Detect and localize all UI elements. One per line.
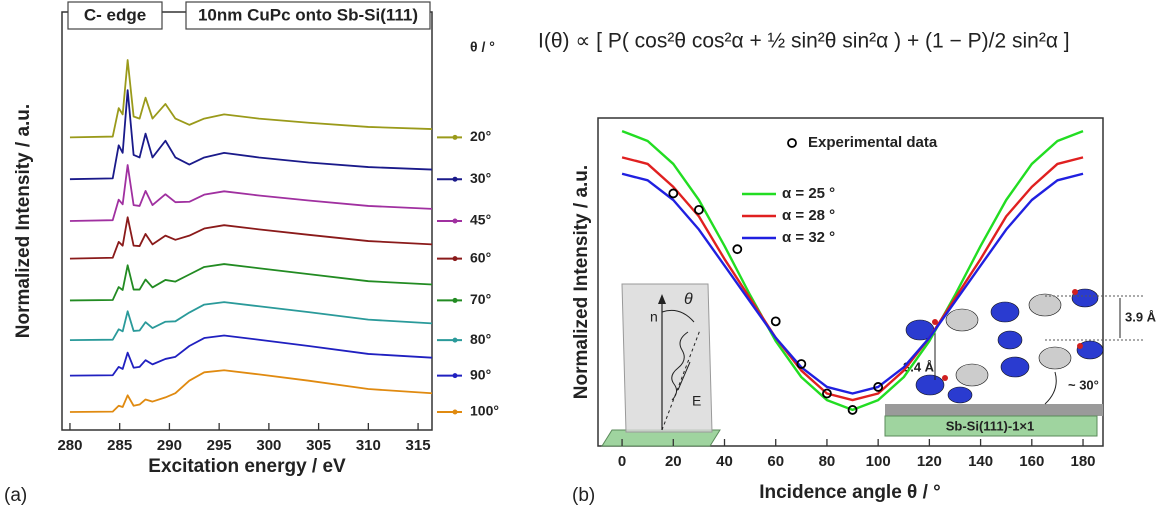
x-tick-label: 290 [157,437,182,454]
legend-label: 45° [470,212,491,228]
angle-label: θ [684,291,693,308]
formula: I(θ) ∝ [ P( cos²θ cos²α + ½ sin²θ sin²α … [538,30,1070,53]
substrate [884,415,1098,437]
series-line [621,129,1084,412]
e-vector [677,361,691,391]
surface [885,404,1103,416]
data-point [847,405,858,415]
panel-label: (b) [572,485,595,506]
legend-label: α = 25 ° [782,185,835,202]
legend-label: Experimental data [808,134,938,151]
plot-frame [597,117,1104,447]
x-tick-label: 20 [665,453,682,470]
sample-label: 10nm CuPc onto Sb-Si(111) [198,5,418,24]
field-label: E [692,393,701,409]
data-point [873,382,884,392]
substrate-label: Sb-Si(111)-1×1 [946,418,1035,433]
wave [671,331,689,401]
x-tick-label: 305 [306,437,331,454]
edge-label: C- edge [84,5,146,24]
series-line [69,334,433,377]
series-line [69,59,433,139]
x-tick-label: 40 [716,453,733,470]
series-line [621,156,1084,402]
x-tick-label: 160 [1019,453,1044,470]
series-line [69,164,433,222]
panel-label: (a) [4,485,27,506]
legend-label: 100° [470,403,499,419]
y-axis-label: Normalized Intensity / a.u. [571,165,592,399]
legend-marker [452,297,458,303]
spacing-label: 3.9 Å [1125,309,1157,324]
x-tick-label: 60 [767,453,784,470]
normal-label: n [650,309,658,325]
series-line [69,89,433,181]
x-tick-label: 280 [57,437,82,454]
legend-marker [452,373,458,379]
x-tick-label: 0 [618,453,626,470]
x-tick-label: 120 [917,453,942,470]
x-tick-label: 315 [406,437,431,454]
x-axis-label: Incidence angle θ / ° [759,482,941,503]
data-point [822,388,832,399]
title-box [185,1,431,30]
plane [621,283,713,433]
legend-marker [452,409,458,415]
legend-label: 20° [470,128,491,144]
legend-label: 60° [470,249,491,265]
stacking-inset: 3.9 Å 3.4 Å ~ 30° Sb-Si(111)-1×1 [884,288,1157,437]
series-line [69,263,433,302]
x-tick-label: 310 [356,437,381,454]
x-tick-label: 140 [968,453,993,470]
legend-label: 30° [470,170,491,186]
legend-label: 80° [470,331,491,347]
angle-arc [661,309,695,323]
data-point [770,316,781,327]
title-box [67,1,163,30]
series-line [69,301,433,342]
legend-marker [452,176,458,182]
legend-marker [452,337,458,343]
legend-label: α = 28 ° [782,207,835,224]
legend-marker [452,218,458,224]
series-line [69,369,433,413]
legend-marker [452,256,458,262]
geometry-inset: n θ E [601,283,721,447]
x-tick-label: 295 [207,437,232,454]
legend-marker [452,134,458,140]
x-tick-label: 285 [107,437,132,454]
legend-label: α = 32 ° [782,229,835,246]
series-line [621,172,1084,395]
legend-label: 70° [470,291,491,307]
arrowhead [658,294,666,304]
data-point [732,244,743,255]
series-line [69,216,433,260]
x-tick-label: 180 [1071,453,1096,470]
x-tick-label: 100 [866,453,891,470]
y-axis-label: Normalized Intensity / a.u. [13,104,34,338]
legend-label: 90° [470,366,491,382]
legend-title: θ / ° [470,39,495,55]
data-point [796,359,807,369]
x-tick-label: 80 [819,453,836,470]
data-point [693,204,704,215]
x-axis-label: Excitation energy / eV [148,456,346,477]
data-point [668,188,679,199]
tilt-label: ~ 30° [1068,377,1099,392]
legend-marker [787,138,797,148]
x-tick-label: 300 [256,437,281,454]
